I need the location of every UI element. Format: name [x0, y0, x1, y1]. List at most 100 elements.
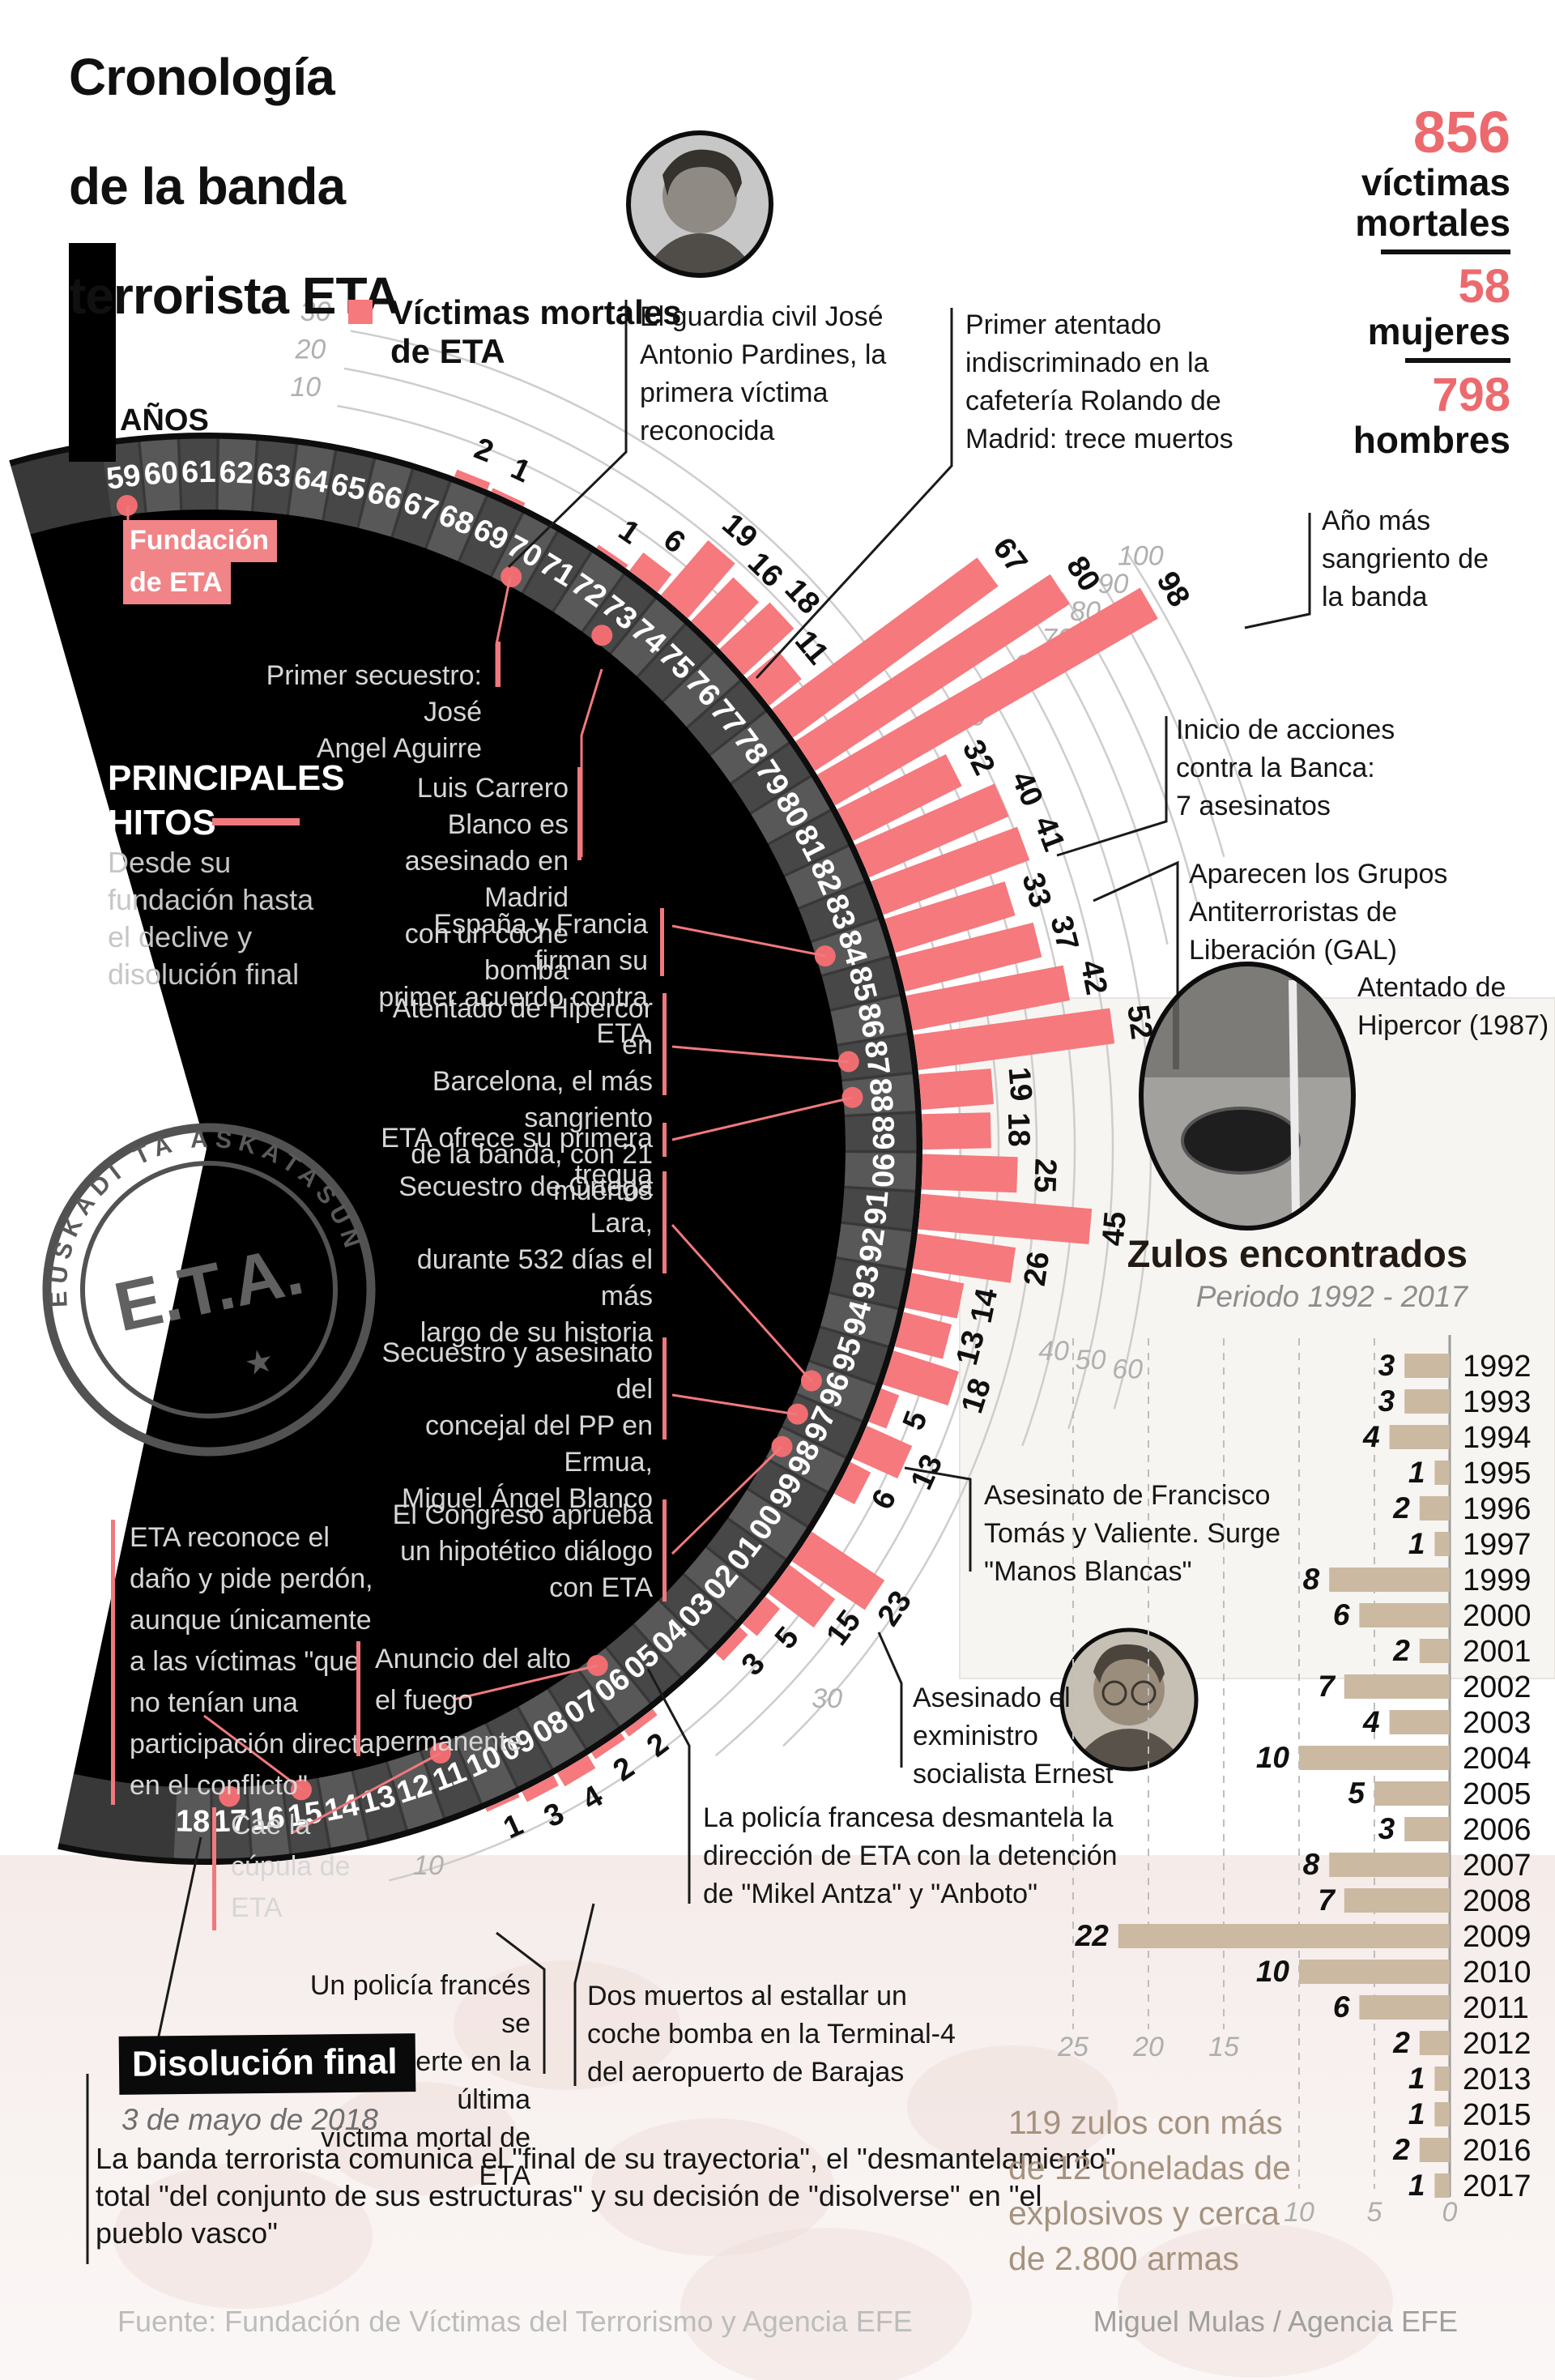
red-leader-line — [203, 1714, 303, 1791]
zulos-year-2012: 2012 — [1463, 2027, 1532, 2061]
milestone-dot-1973 — [591, 625, 613, 646]
victims-bar-2002 — [742, 1596, 781, 1636]
text-line: la banda — [1322, 582, 1428, 612]
text-line: participación directa — [130, 1729, 375, 1759]
milestone-dot-1970 — [501, 565, 522, 587]
victims-bar-1989 — [922, 1112, 991, 1150]
text-line: no tenían una — [130, 1687, 298, 1718]
victims-value-1988: 19 — [1002, 1066, 1038, 1103]
crowd-hands-shape — [907, 2045, 1118, 2167]
year-label-91: 91 — [858, 1189, 896, 1226]
zulos-value-2017: 1 — [1408, 2169, 1425, 2202]
year-segment-61 — [180, 438, 217, 510]
year-segment-83 — [799, 883, 879, 940]
text-line: fundación hasta — [108, 883, 314, 916]
victims-bar-2010 — [485, 1794, 520, 1812]
victims-bar-1993 — [905, 1273, 965, 1319]
year-segment-81 — [769, 811, 849, 875]
text-line: daño y pide perdón, — [130, 1563, 373, 1594]
text-line: La banda terrorista comunica el "final d… — [96, 2142, 1116, 2175]
principales-line-1: PRINCIPALES — [108, 758, 345, 798]
accent-bar-cae — [212, 1807, 216, 1930]
text-line: de "Mikel Antza" y "Anboto" — [703, 1879, 1038, 1909]
victims-bar-2008 — [556, 1755, 596, 1787]
black-leader-line — [573, 1903, 595, 2086]
victims-bar-2001 — [768, 1564, 836, 1628]
milestone-cae-cupula: Cae la cúpula de ETA — [231, 1805, 350, 1929]
text-line: Dos muertos al estallar un — [587, 1981, 907, 2011]
zulos-bar-2005 — [1374, 1781, 1450, 1806]
principales-description: Desde su fundación hasta el declive y disol… — [108, 844, 313, 993]
text-line: ETA reconoce el — [130, 1522, 330, 1553]
victims-bar-1985 — [896, 922, 1042, 992]
zulos-bar-1996 — [1419, 1496, 1450, 1521]
crowd-hands-shape — [324, 2082, 518, 2195]
year-label-61: 61 — [181, 455, 216, 489]
victims-bar-1983 — [871, 826, 1030, 915]
hipercor-photo — [1139, 962, 1356, 1231]
crowd-hands-shape — [1118, 2224, 1393, 2378]
callout-banca: Inicio de acciones contra la Banca: 7 ases… — [1176, 711, 1395, 825]
year-segment-69 — [460, 497, 522, 576]
zulos-axis-label-15: 15 — [1208, 2032, 1239, 2062]
text-line: Atentado de — [1357, 972, 1506, 1003]
callout-mikel-antza: La policía francesa desmantela la direcci… — [703, 1799, 1118, 1913]
year-segment-72 — [554, 552, 624, 631]
victims-value-2001: 15 — [820, 1604, 867, 1652]
victims-bar-1987 — [914, 1008, 1115, 1070]
zulos-axis-label-20: 20 — [1132, 2032, 1164, 2062]
year-segment-94 — [820, 1294, 899, 1346]
text-line: Aparecen los Grupos — [1189, 859, 1448, 889]
text-line: exministro — [913, 1721, 1038, 1751]
text-line: Antonio Pardines, la — [640, 339, 887, 370]
year-label-60: 60 — [143, 456, 179, 493]
year-segment-86 — [830, 996, 908, 1044]
zulos-value-1996: 2 — [1392, 1491, 1410, 1525]
year-segment-93 — [829, 1259, 906, 1307]
text-line: reconocida — [640, 416, 775, 446]
victims-bar-1978 — [772, 557, 999, 738]
text-line: largo de su historia — [420, 1317, 653, 1348]
milestone-dot-1988 — [841, 1086, 863, 1108]
victims-value-1976: 18 — [778, 573, 827, 621]
year-segment-17 — [212, 1786, 250, 1859]
callout-bloodiest-year: Año más sangriento de la banda — [1322, 502, 1489, 616]
victims-bar-1986 — [905, 965, 1071, 1031]
text-line: con un coche bomba — [404, 919, 569, 986]
year-segment-79 — [731, 744, 811, 813]
text-line: Luis Carrero Blanco es — [416, 773, 569, 840]
gridline-label-50: 50 — [1076, 1345, 1106, 1376]
legend-swatch-icon — [348, 300, 373, 324]
text-line: terrorista ETA — [69, 267, 400, 325]
callout-hipercor-photo: Atentado de Hipercor (1987) — [1357, 969, 1549, 1045]
year-label-86: 86 — [850, 1000, 890, 1040]
year-segment-00 — [728, 1490, 807, 1559]
victims-bar-2006 — [624, 1708, 658, 1737]
victims-value-1981: 32 — [956, 735, 1002, 781]
gridline-label-10: 10 — [290, 372, 321, 403]
black-leader-line — [1244, 513, 1311, 629]
milestone-hipercor: Atentado de Hipercor en Barcelona, el más… — [361, 991, 653, 1209]
victims-bar-1968 — [454, 469, 491, 490]
stats-divider — [1381, 250, 1510, 254]
text-line: cafetería Rolando de — [965, 386, 1221, 416]
zulos-bar-2000 — [1359, 1603, 1450, 1627]
callout-french-policeman: Un policía francés se convierte en la últ… — [304, 1967, 530, 2195]
text-line: El Congreso aprueba — [392, 1499, 653, 1530]
ring-outer-edge — [9, 433, 922, 1865]
ernest-photo — [1059, 1627, 1199, 1772]
gridline-label-30: 30 — [812, 1683, 842, 1714]
victims-bar-1974 — [661, 540, 735, 619]
text-line: a las víctimas "que — [130, 1646, 360, 1677]
men-number: 798 — [1432, 369, 1510, 421]
victims-value-2008: 4 — [577, 1779, 609, 1817]
year-segment-09 — [487, 1707, 552, 1787]
victims-bar-2003 — [715, 1627, 748, 1661]
milestone-dot-2017 — [219, 1785, 241, 1807]
text-line: Desde su — [108, 846, 232, 879]
text-line: de la banda — [69, 157, 346, 215]
victims-bar-1980 — [817, 587, 1158, 806]
zulos-year-2005: 2005 — [1463, 1777, 1532, 1811]
victims-bar-1990 — [921, 1154, 1018, 1193]
zulos-value-2002: 7 — [1318, 1670, 1336, 1703]
